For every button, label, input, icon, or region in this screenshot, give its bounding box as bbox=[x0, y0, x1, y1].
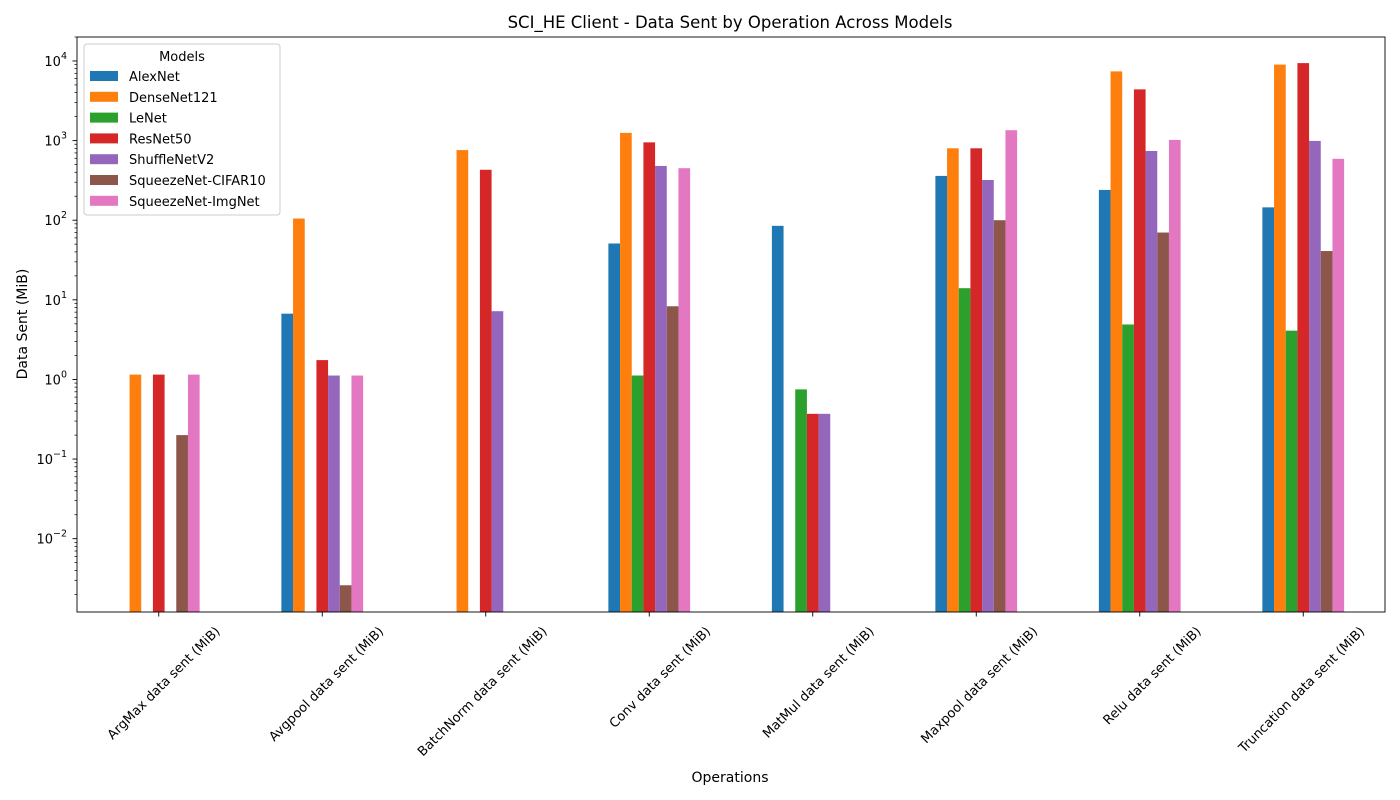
legend-label: SqueezeNet-CIFAR10 bbox=[129, 174, 266, 189]
bar bbox=[608, 243, 621, 613]
bar bbox=[970, 148, 983, 613]
bar bbox=[316, 360, 329, 612]
bar bbox=[993, 220, 1006, 612]
bar bbox=[947, 148, 959, 613]
x-tick-label: Conv data sent (MiB) bbox=[607, 624, 714, 731]
x-axis-label: Operations bbox=[692, 770, 769, 786]
y-tick-label: 103 bbox=[44, 131, 67, 150]
bar bbox=[1168, 139, 1181, 612]
bar bbox=[1320, 251, 1333, 613]
bar bbox=[491, 311, 504, 612]
bar bbox=[1285, 330, 1298, 612]
bar bbox=[1145, 151, 1158, 612]
bar bbox=[1274, 64, 1286, 613]
bar bbox=[152, 374, 165, 612]
legend-swatch bbox=[90, 175, 118, 185]
legend-swatch bbox=[90, 195, 118, 206]
bar bbox=[1005, 130, 1018, 612]
x-tick-label: Relu data sent (MiB) bbox=[1101, 624, 1205, 728]
x-tick-label: Truncation data sent (MiB) bbox=[1235, 624, 1368, 757]
bar bbox=[479, 169, 492, 612]
bar bbox=[631, 375, 644, 612]
bars-layer bbox=[129, 63, 1345, 613]
y-tick-label: 102 bbox=[44, 210, 67, 229]
x-tick-label: BatchNorm data sent (MiB) bbox=[415, 624, 550, 759]
bar bbox=[982, 179, 994, 613]
bar bbox=[456, 150, 469, 612]
bar bbox=[351, 375, 364, 612]
bar bbox=[655, 165, 667, 612]
legend-swatch bbox=[90, 71, 118, 81]
y-tick-label: 10−1 bbox=[36, 449, 67, 468]
legend-box bbox=[83, 43, 281, 216]
y-axis-label: Data Sent (MiB) bbox=[15, 269, 31, 380]
legend-label: LeNet bbox=[129, 112, 167, 127]
x-tick-label: ArgMax data sent (MiB) bbox=[105, 624, 224, 743]
bar bbox=[1332, 158, 1345, 612]
legend-label: DenseNet121 bbox=[129, 91, 218, 106]
bar bbox=[935, 175, 948, 612]
x-tick-label: Avgpool data sent (MiB) bbox=[266, 624, 387, 745]
bar bbox=[1262, 207, 1275, 613]
y-tick-label: 101 bbox=[44, 290, 67, 309]
bar bbox=[1110, 71, 1123, 612]
bar bbox=[795, 389, 807, 612]
y-tick-label: 104 bbox=[44, 51, 67, 70]
bar bbox=[818, 413, 831, 612]
bar bbox=[339, 585, 352, 612]
bar bbox=[1309, 140, 1321, 612]
legend-label: ResNet50 bbox=[129, 132, 192, 147]
legend-title: Models bbox=[159, 50, 205, 65]
bar bbox=[1122, 324, 1134, 612]
bar bbox=[176, 435, 188, 612]
bar bbox=[1098, 189, 1111, 612]
bar bbox=[666, 306, 679, 612]
y-tick-label: 100 bbox=[44, 369, 67, 388]
bar bbox=[958, 288, 971, 612]
bar bbox=[771, 225, 784, 612]
x-tick-label: Maxpool data sent (MiB) bbox=[919, 624, 1042, 747]
legend-label: SqueezeNet-ImgNet bbox=[129, 195, 260, 210]
bar bbox=[678, 168, 691, 612]
x-tick-label: MatMul data sent (MiB) bbox=[760, 624, 877, 741]
bar bbox=[293, 218, 305, 612]
bar bbox=[1157, 232, 1169, 613]
legend-swatch bbox=[90, 133, 118, 144]
legend-label: ShuffleNetV2 bbox=[129, 153, 214, 168]
bar bbox=[328, 375, 340, 612]
bar bbox=[187, 374, 200, 612]
legend-swatch bbox=[90, 112, 118, 123]
bar bbox=[1297, 63, 1310, 613]
legend-swatch bbox=[90, 154, 118, 165]
bar bbox=[806, 413, 819, 612]
y-tick-label: 10−2 bbox=[36, 529, 67, 548]
legend-swatch bbox=[90, 91, 118, 102]
legend: Models AlexNet DenseNet121 LeNet ResNet50 Shu… bbox=[83, 43, 281, 216]
bar bbox=[281, 313, 294, 612]
bar bbox=[129, 374, 142, 612]
chart-title: SCI_HE Client - Data Sent by Operation A… bbox=[508, 13, 953, 33]
legend-label: AlexNet bbox=[129, 70, 180, 85]
bar bbox=[620, 132, 632, 612]
bar bbox=[643, 142, 656, 613]
bar bbox=[1133, 89, 1146, 613]
plot-frame bbox=[76, 36, 1386, 613]
